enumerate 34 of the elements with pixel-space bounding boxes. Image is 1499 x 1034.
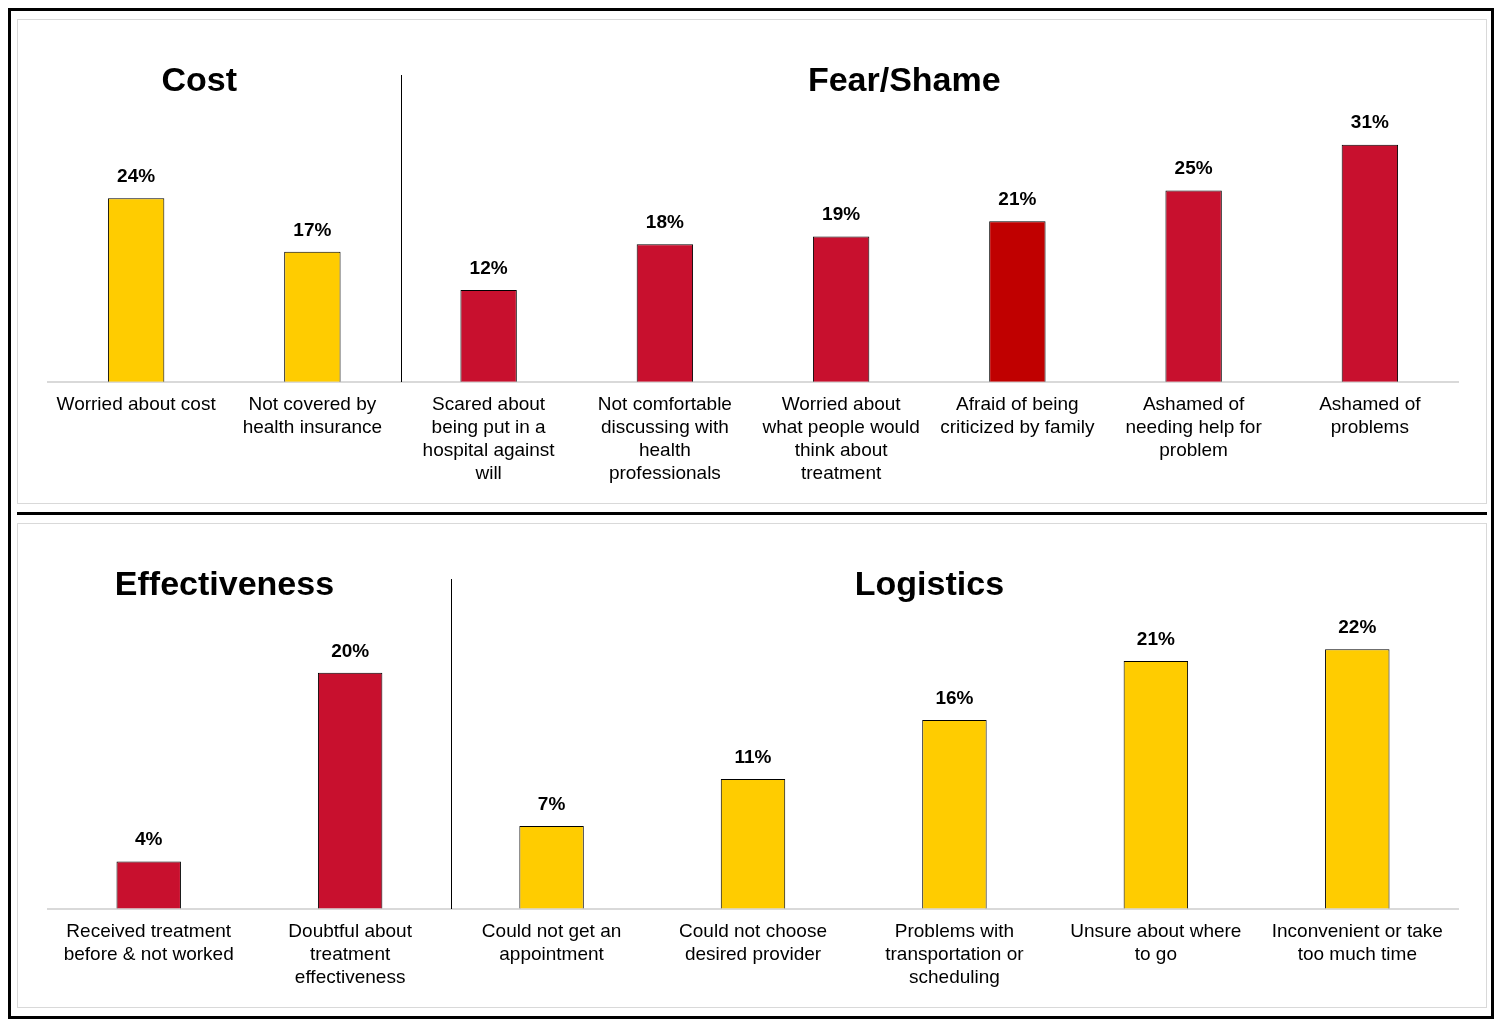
x-tick-label: Problems with transportation or scheduling	[885, 920, 1025, 987]
x-tick-label: Ashamed of problems	[1319, 393, 1422, 438]
x-tick-label: Could not choose desired provider	[679, 920, 827, 965]
x-tick-label: Scared about being put in a hospital against will	[422, 393, 556, 483]
x-tick-label: Not covered by health insurance	[242, 393, 383, 438]
data-label: 4%	[134, 828, 163, 850]
data-label: 16%	[935, 686, 974, 708]
x-tick-label: Unsure about where to go	[1070, 920, 1242, 965]
data-label: 12%	[469, 256, 508, 278]
text: Effectiveness	[114, 564, 335, 603]
text: Fear/Shame	[807, 60, 1001, 99]
data-label: 21%	[1136, 627, 1175, 649]
text: Cost	[161, 60, 238, 99]
x-tick-label: Worried about cost	[56, 393, 217, 415]
data-label: 24%	[117, 165, 156, 186]
data-label: 7%	[537, 792, 566, 814]
data-label: 25%	[1174, 157, 1213, 179]
x-tick-label: Could not get an appointment	[481, 920, 622, 965]
x-tick-label: Received treatment before & not worked	[63, 920, 234, 965]
data-label: 19%	[822, 203, 861, 225]
data-label: 20%	[331, 639, 370, 661]
data-label: 18%	[645, 210, 684, 232]
x-tick-label: Worried about what people would think about treatment	[761, 393, 920, 483]
data-label: 22%	[1338, 615, 1377, 637]
data-label: 31%	[1350, 111, 1389, 133]
x-tick-label: Afraid of being criticized by family	[940, 393, 1095, 438]
text: Logistics	[854, 564, 1005, 603]
data-label: 11%	[734, 745, 772, 767]
x-tick-label: Doubtful about treatment effectiveness	[288, 920, 413, 987]
x-tick-label: Ashamed of needing help for problem	[1125, 393, 1263, 461]
x-tick-label: Not comfortable discussing with health professionals	[597, 393, 732, 483]
data-label: 21%	[998, 187, 1037, 209]
x-tick-label: Inconvenient or take too much time	[1271, 920, 1443, 965]
data-label: 17%	[293, 218, 332, 240]
